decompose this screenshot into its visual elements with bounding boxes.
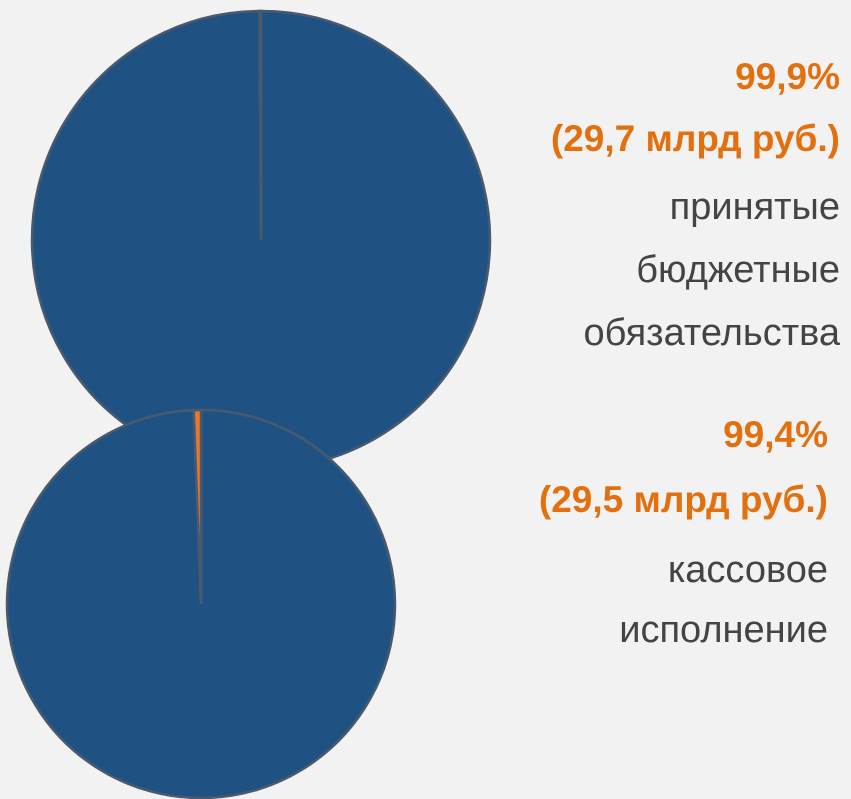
pie-slice bbox=[258, 9, 263, 241]
amount-label: (29,5 млрд руб.) bbox=[539, 479, 828, 520]
value-label: 99,4% bbox=[723, 414, 828, 455]
description: принятые bbox=[670, 186, 840, 228]
description: кассовое bbox=[668, 549, 828, 591]
amount-label: (29,7 млрд руб.) bbox=[551, 118, 840, 159]
pie-slice bbox=[192, 408, 203, 605]
description: бюджетные bbox=[636, 249, 840, 291]
description: обязательства bbox=[584, 312, 841, 354]
description: исполнение bbox=[619, 609, 828, 651]
value-label: 99,9% bbox=[735, 56, 840, 97]
